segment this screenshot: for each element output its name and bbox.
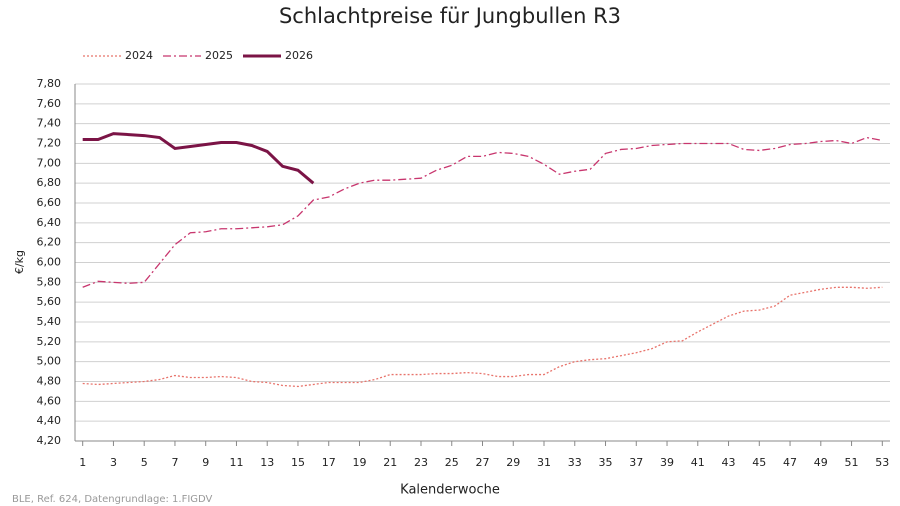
x-tick-label: 29 [506, 456, 520, 469]
x-tick-label: 51 [845, 456, 859, 469]
x-tick-label: 7 [171, 456, 178, 469]
x-tick-label: 33 [568, 456, 582, 469]
x-tick-label: 13 [260, 456, 274, 469]
y-axis-label: €/kg [13, 250, 26, 274]
x-tick-label: 35 [599, 456, 613, 469]
legend-label: 2025 [205, 49, 233, 62]
x-tick-label: 25 [445, 456, 459, 469]
y-tick-label: 7,00 [37, 156, 62, 169]
x-tick-label: 19 [352, 456, 366, 469]
x-tick-label: 49 [814, 456, 828, 469]
x-tick-label: 47 [783, 456, 797, 469]
y-tick-label: 5,40 [37, 315, 62, 328]
y-tick-label: 7,80 [37, 77, 62, 90]
legend-label: 2024 [125, 49, 153, 62]
y-tick-label: 6,00 [37, 256, 62, 269]
x-tick-label: 45 [752, 456, 766, 469]
x-tick-label: 3 [110, 456, 117, 469]
x-tick-label: 11 [229, 456, 243, 469]
source-note: BLE, Ref. 624, Datengrundlage: 1.FIGDV [12, 494, 213, 505]
x-tick-label: 23 [414, 456, 428, 469]
y-tick-label: 4,80 [37, 375, 62, 388]
y-tick-label: 5,60 [37, 295, 62, 308]
y-tick-label: 4,60 [37, 394, 62, 407]
x-tick-label: 17 [322, 456, 336, 469]
y-tick-label: 6,60 [37, 196, 62, 209]
y-tick-label: 7,40 [37, 117, 62, 130]
y-tick-label: 5,80 [37, 275, 62, 288]
x-tick-label: 41 [691, 456, 705, 469]
y-tick-label: 5,20 [37, 335, 62, 348]
x-tick-label: 1 [79, 456, 86, 469]
series-line [82, 132, 315, 185]
x-tick-label: 27 [476, 456, 490, 469]
y-tick-label: 4,40 [37, 414, 62, 427]
x-tick-label: 31 [537, 456, 551, 469]
y-tick-label: 5,00 [37, 355, 62, 368]
x-tick-label: 15 [291, 456, 305, 469]
y-tick-label: 4,20 [37, 434, 62, 447]
y-tick-label: 6,20 [37, 236, 62, 249]
x-tick-label: 5 [141, 456, 148, 469]
series-line [82, 136, 883, 288]
y-tick-label: 6,80 [37, 176, 62, 189]
x-tick-label: 37 [629, 456, 643, 469]
legend-label: 2026 [285, 49, 313, 62]
x-tick-label: 9 [202, 456, 209, 469]
chart-title: Schlachtpreise für Jungbullen R3 [279, 4, 621, 28]
x-tick-label: 21 [383, 456, 397, 469]
y-tick-label: 7,20 [37, 137, 62, 150]
x-tick-label: 39 [660, 456, 674, 469]
x-tick-label: 43 [722, 456, 736, 469]
x-axis-label: Kalenderwoche [400, 483, 500, 498]
y-tick-label: 7,60 [37, 97, 62, 110]
y-tick-label: 6,40 [37, 216, 62, 229]
x-tick-label: 53 [875, 456, 889, 469]
